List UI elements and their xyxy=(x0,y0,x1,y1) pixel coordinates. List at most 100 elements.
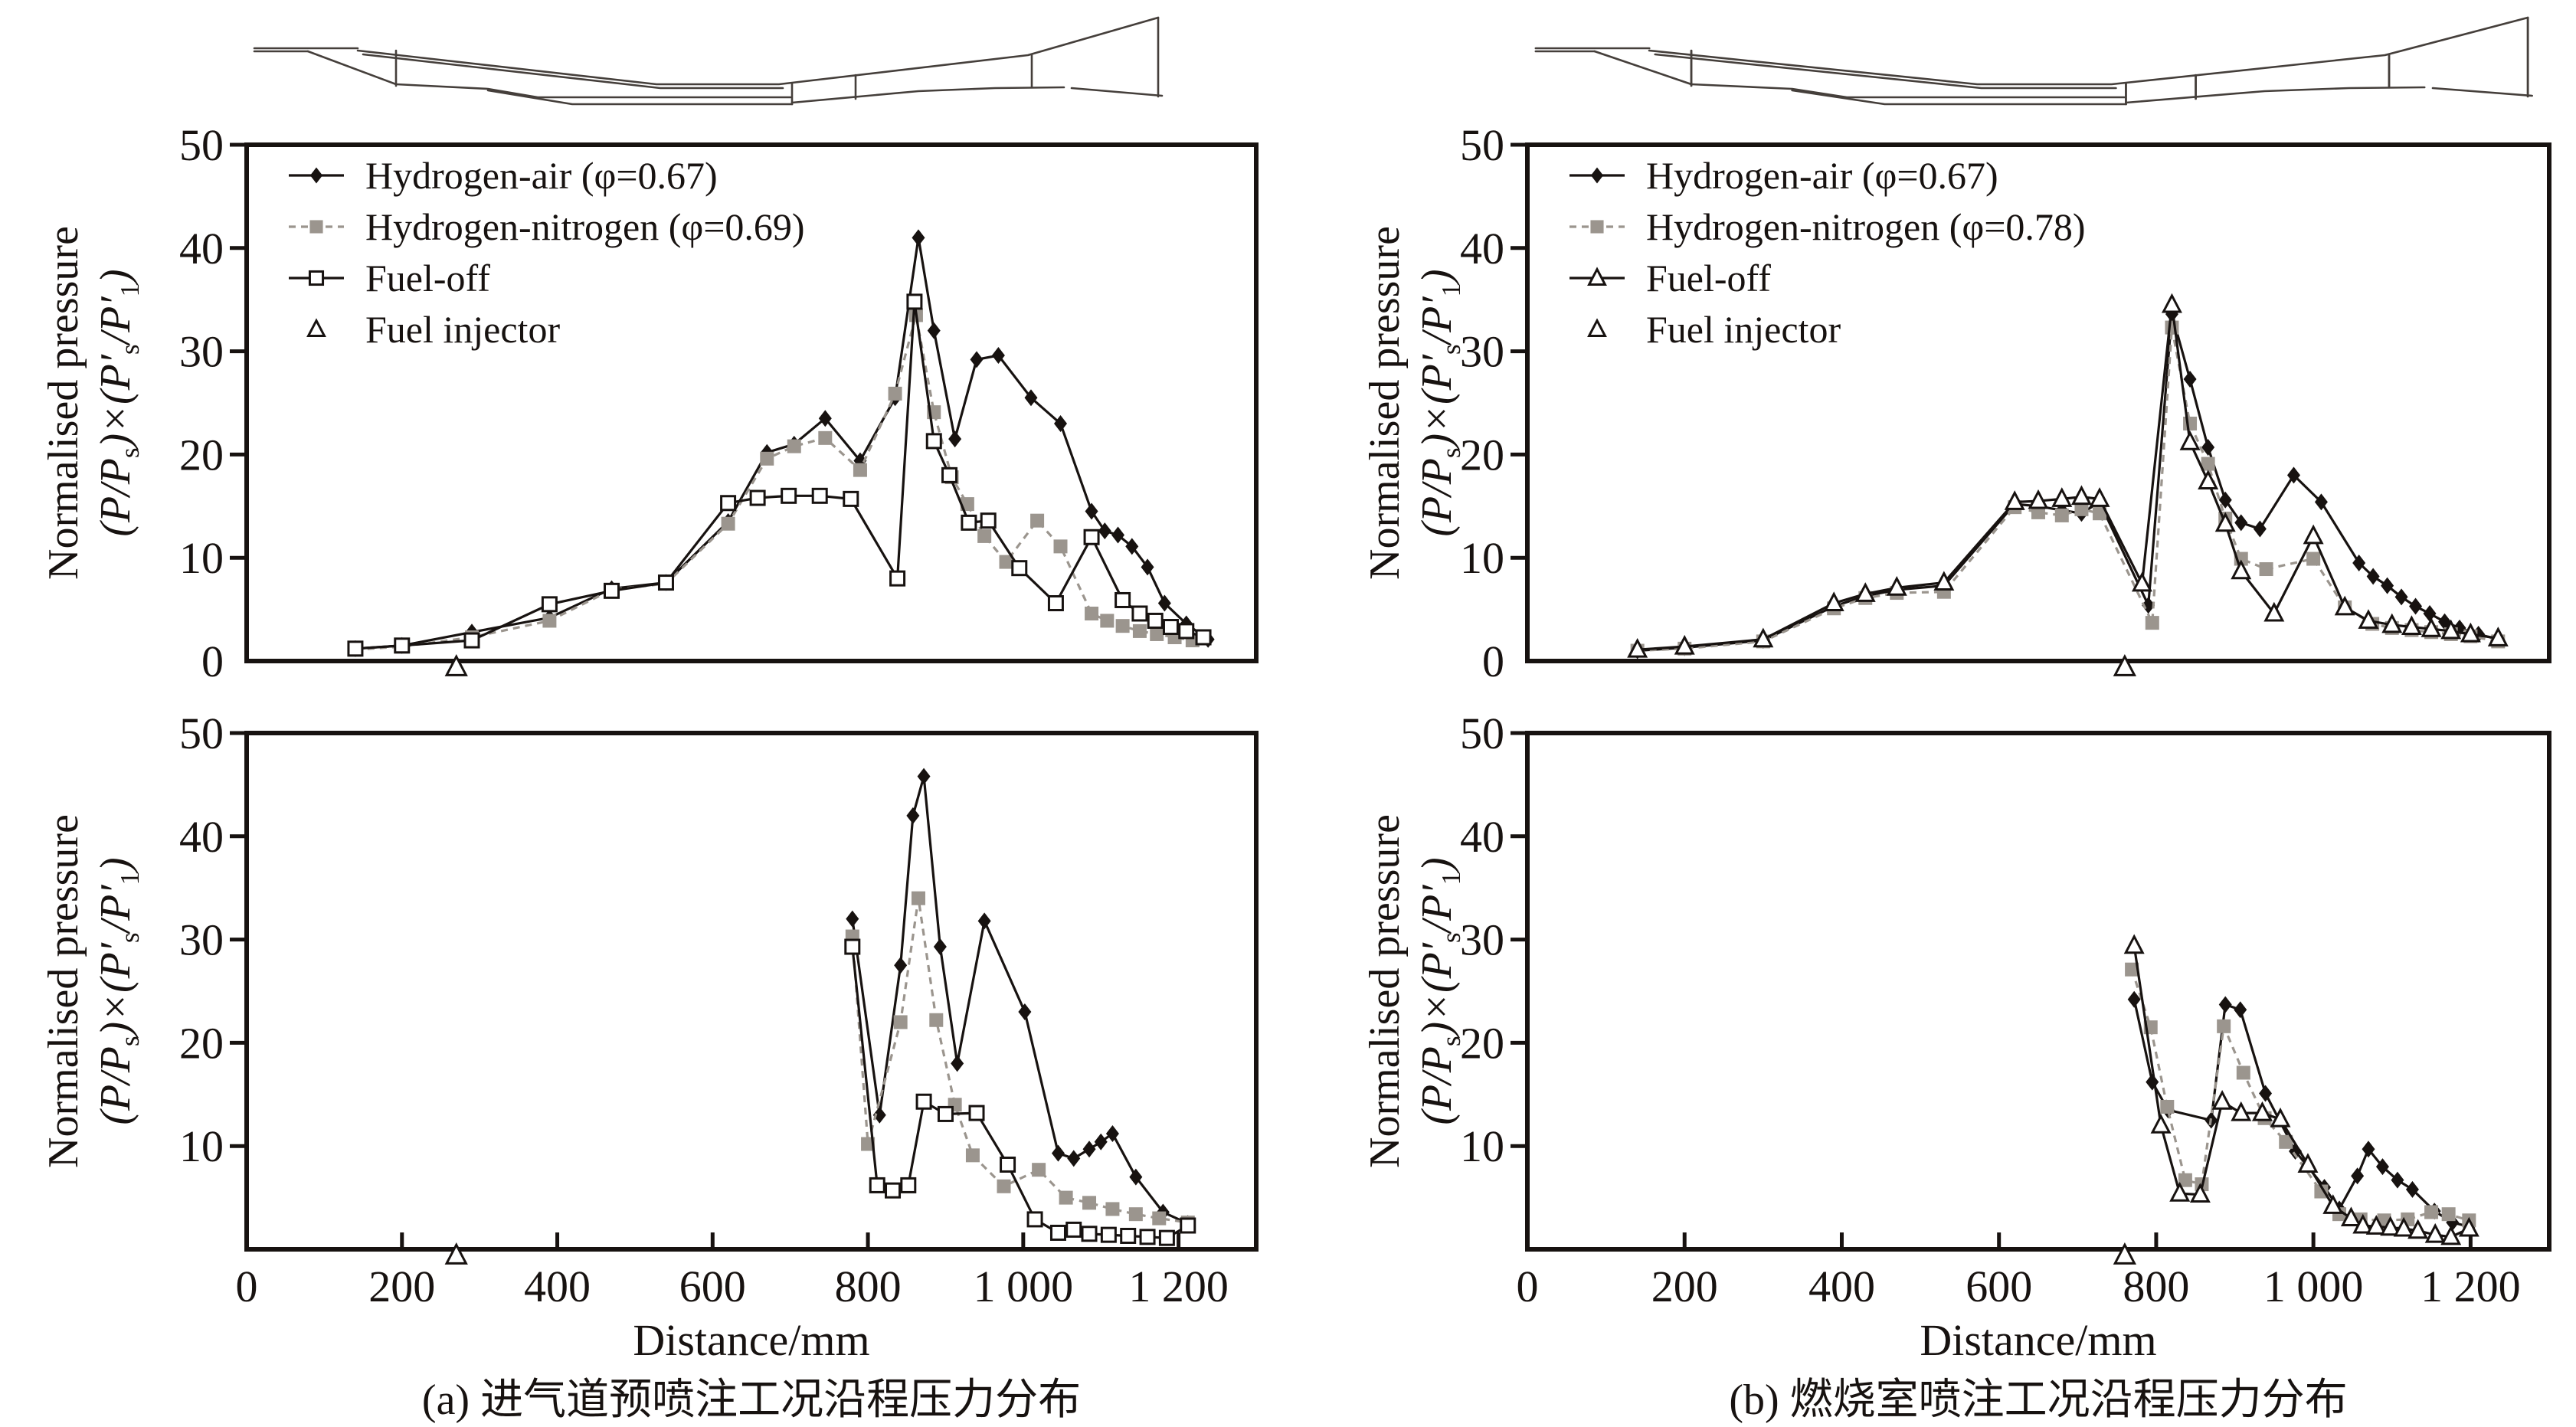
x-tick-label: 200 xyxy=(368,1262,435,1311)
open-triangle-marker xyxy=(2460,622,2481,643)
diamond-marker xyxy=(2366,568,2380,585)
x-tick-label: 400 xyxy=(524,1262,591,1311)
x-tick-label: 1 200 xyxy=(1128,1262,1229,1311)
square-marker xyxy=(2306,551,2321,566)
y-axis-title: Normalised pressure xyxy=(1360,226,1409,580)
open-triangle-marker xyxy=(444,653,468,676)
open-triangle-marker xyxy=(2179,430,2201,450)
open-square-marker xyxy=(900,1177,917,1193)
series-fuel-off xyxy=(2123,934,2479,1245)
diamond-marker xyxy=(948,430,962,448)
diamond-marker xyxy=(1085,502,1098,520)
y-tick-label: 10 xyxy=(179,1121,224,1171)
open-triangle-marker xyxy=(2161,293,2182,313)
series-line xyxy=(1637,304,2499,651)
square-marker xyxy=(2183,416,2198,430)
legend-label: Fuel injector xyxy=(365,308,560,351)
diamond-marker xyxy=(1098,522,1111,540)
y-tick-label: 50 xyxy=(179,709,224,758)
open-square-marker xyxy=(604,582,620,599)
square-marker xyxy=(542,614,557,628)
open-triangle-marker xyxy=(2303,524,2324,545)
y-tick-label: 10 xyxy=(179,533,224,583)
open-triangle-marker xyxy=(1753,627,1774,648)
square-marker xyxy=(1132,623,1147,638)
y-axis-ticks: 10 20 30 40 50 xyxy=(179,709,247,1171)
x-tick-label: 600 xyxy=(1966,1262,2032,1311)
y-axis-ticks: 10 20 30 40 50 xyxy=(1460,709,1527,1171)
series-hydrogen-nitrogen xyxy=(845,891,1195,1229)
open-triangle-marker xyxy=(1587,318,1607,338)
diamond-marker xyxy=(2259,1085,2273,1102)
open-triangle-marker xyxy=(2380,1216,2401,1236)
open-square-marker xyxy=(1131,605,1148,622)
open-triangle-marker xyxy=(2214,512,2236,532)
diamond-marker xyxy=(818,410,832,427)
open-square-marker xyxy=(889,570,906,587)
open-triangle-marker xyxy=(2322,1194,2344,1214)
diamond-marker xyxy=(2234,514,2248,532)
open-square-marker xyxy=(941,466,958,483)
plot-frame xyxy=(1525,142,2551,663)
y-tick-label: 40 xyxy=(179,812,224,862)
series-line xyxy=(355,301,1204,650)
open-triangle-marker xyxy=(2089,487,2110,507)
open-triangle-marker xyxy=(2334,595,2355,616)
open-triangle-marker xyxy=(2131,571,2152,592)
diamond-marker xyxy=(1105,1125,1119,1143)
open-square-marker xyxy=(885,1182,902,1199)
open-triangle-marker xyxy=(2051,487,2073,507)
plot-frame xyxy=(244,731,1259,1252)
diamond-marker xyxy=(977,912,991,930)
square-marker xyxy=(965,1148,980,1163)
diamond-marker xyxy=(1054,414,1068,432)
open-triangle-marker xyxy=(1674,634,1695,655)
square-marker xyxy=(2125,962,2139,977)
y-tick-label: 50 xyxy=(1460,709,1504,758)
open-square-marker xyxy=(1120,1227,1137,1244)
square-marker xyxy=(911,891,925,905)
x-tick-label: 1 000 xyxy=(974,1262,1074,1311)
y-tick-label: 40 xyxy=(1460,812,1504,862)
diamond-marker xyxy=(1024,389,1038,407)
y-axis-label-b-top: Normalised pressure (P/Ps)×(P′s/P′1) xyxy=(1337,145,1490,661)
series-line xyxy=(851,946,1189,1239)
open-square-marker xyxy=(1158,1229,1175,1246)
open-square-marker xyxy=(1139,1229,1156,1245)
square-marker xyxy=(2178,1173,2192,1187)
series-fuel-injector xyxy=(2113,653,2137,676)
square-marker xyxy=(2160,1099,2175,1114)
open-triangle-marker xyxy=(444,1242,468,1265)
diamond-marker xyxy=(2127,990,2141,1008)
diamond-marker xyxy=(2352,554,2366,571)
legend-label: Hydrogen-nitrogen (φ=0.69) xyxy=(365,205,805,248)
plot-frame xyxy=(244,142,1259,663)
diamond-marker xyxy=(991,346,1005,364)
open-square-marker xyxy=(1047,595,1064,612)
open-triangle-marker xyxy=(2424,1222,2446,1243)
series-hydrogen-air xyxy=(1631,306,2505,659)
diamond-marker xyxy=(894,957,908,974)
diamond-marker xyxy=(2201,438,2215,456)
open-triangle-marker xyxy=(2440,1225,2462,1245)
square-marker xyxy=(2441,1207,2456,1222)
y-axis-title: Normalised pressure xyxy=(39,814,87,1168)
y-tick-label: 0 xyxy=(201,637,224,686)
open-square-marker xyxy=(811,487,828,504)
square-marker xyxy=(2054,508,2069,522)
open-triangle-marker xyxy=(2004,490,2025,510)
open-square-marker xyxy=(869,1177,885,1193)
open-square-marker xyxy=(541,596,558,613)
diamond-marker xyxy=(906,807,920,824)
diamond-marker xyxy=(2183,370,2197,388)
x-axis-label-b: Distance/mm xyxy=(1920,1315,2157,1365)
open-square-marker xyxy=(1115,591,1131,608)
square-marker xyxy=(1590,220,1604,234)
series-fuel-injector xyxy=(444,653,468,676)
open-triangle-marker xyxy=(2340,1206,2362,1227)
open-triangle-marker xyxy=(2352,1213,2374,1234)
y-axis-formula: (P/Ps)×(P′s/P′1) xyxy=(91,269,146,537)
square-marker xyxy=(2093,506,2107,521)
